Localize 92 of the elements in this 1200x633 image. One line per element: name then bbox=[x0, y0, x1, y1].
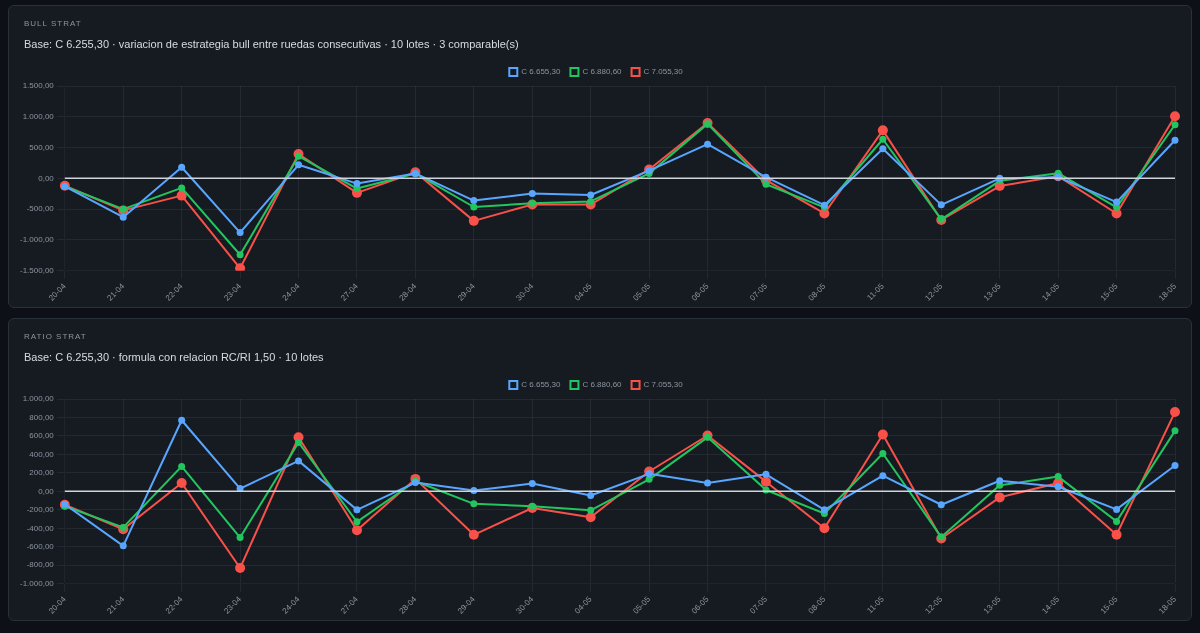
y-tick-label: 0,00 bbox=[38, 173, 55, 183]
y-tick-label: -600,00 bbox=[26, 542, 55, 551]
y-tick-label: -1.000,00 bbox=[19, 578, 55, 588]
y-tick-label: -400,00 bbox=[26, 523, 55, 533]
y-tick-label: 1.500,00 bbox=[22, 81, 55, 91]
point bbox=[645, 470, 653, 478]
y-tick-label: 800,00 bbox=[29, 412, 55, 422]
chart-subtitle: Base: C 6.255,30 · formula con relacion RC/RI 1,50 · 10 lotes bbox=[24, 351, 324, 363]
point bbox=[470, 203, 478, 211]
point bbox=[119, 213, 127, 221]
point bbox=[468, 215, 479, 226]
point bbox=[645, 475, 653, 483]
y-tick-label: 500,00 bbox=[29, 142, 55, 152]
y-tick-label: -1.000,00 bbox=[19, 235, 55, 245]
point bbox=[994, 492, 1005, 503]
point bbox=[762, 470, 770, 478]
point bbox=[1054, 483, 1062, 491]
point bbox=[587, 197, 595, 205]
point bbox=[1171, 136, 1179, 144]
chart-title: RATIO STRAT bbox=[24, 332, 87, 341]
point bbox=[178, 462, 186, 470]
point bbox=[178, 163, 186, 171]
point bbox=[236, 534, 244, 542]
y-tick-label: 600,00 bbox=[29, 431, 55, 441]
point bbox=[587, 191, 595, 199]
point bbox=[528, 480, 536, 488]
point bbox=[235, 263, 246, 271]
point bbox=[704, 140, 712, 148]
point bbox=[295, 161, 303, 169]
point bbox=[119, 523, 127, 531]
legend-label: C 6.880,60 bbox=[582, 380, 623, 390]
point bbox=[235, 563, 246, 574]
y-tick-label: -200,00 bbox=[26, 505, 55, 515]
point bbox=[1054, 473, 1062, 481]
legend-label: C 6.655,30 bbox=[521, 380, 561, 390]
legend-label: C 6.655,30 bbox=[521, 67, 561, 77]
point bbox=[353, 518, 361, 526]
point bbox=[587, 492, 595, 500]
chart-subtitle: Base: C 6.255,30 · variacion de estrategia bull entre ruedas consecutivas · 10 lotes · 3 comparable(s) bbox=[24, 38, 519, 50]
point bbox=[1170, 406, 1180, 417]
point bbox=[1171, 427, 1179, 435]
y-tick-label: 0,00 bbox=[38, 486, 55, 496]
point bbox=[937, 201, 945, 209]
point bbox=[351, 525, 362, 536]
y-tick-label: 1.000,00 bbox=[22, 394, 55, 404]
point bbox=[528, 189, 536, 197]
point bbox=[937, 501, 945, 509]
point bbox=[1113, 517, 1121, 525]
point bbox=[470, 500, 478, 508]
point bbox=[760, 476, 771, 487]
point bbox=[879, 472, 887, 480]
point bbox=[585, 512, 596, 523]
point bbox=[295, 438, 303, 446]
point bbox=[1113, 198, 1121, 206]
point bbox=[704, 479, 712, 487]
y-tick-label: -1.500,00 bbox=[19, 265, 55, 275]
point bbox=[236, 251, 244, 259]
point bbox=[879, 135, 887, 143]
point bbox=[468, 529, 479, 540]
point bbox=[819, 523, 830, 534]
y-tick-label: -800,00 bbox=[26, 560, 55, 570]
point bbox=[1170, 111, 1180, 122]
point bbox=[1111, 529, 1122, 540]
y-tick-label: 400,00 bbox=[29, 449, 55, 459]
point bbox=[353, 180, 361, 188]
chart-title: BULL STRAT bbox=[24, 19, 82, 28]
point bbox=[353, 506, 361, 514]
point bbox=[879, 145, 887, 153]
point bbox=[820, 506, 828, 514]
point bbox=[176, 190, 187, 201]
point bbox=[1171, 121, 1179, 129]
point bbox=[877, 125, 888, 136]
point bbox=[762, 180, 770, 188]
point bbox=[295, 457, 303, 465]
y-tick-label: 1.000,00 bbox=[22, 111, 55, 121]
point bbox=[879, 450, 887, 457]
point bbox=[877, 429, 888, 440]
point bbox=[470, 197, 478, 205]
point bbox=[236, 229, 244, 237]
point bbox=[178, 184, 186, 192]
legend-label: C 7.055,30 bbox=[643, 380, 684, 390]
y-tick-label: 200,00 bbox=[29, 468, 55, 478]
point bbox=[587, 506, 595, 514]
point bbox=[996, 477, 1004, 485]
point bbox=[119, 542, 127, 550]
y-tick-label: -500,00 bbox=[26, 204, 55, 214]
point bbox=[1113, 505, 1121, 513]
legend-label: C 7.055,30 bbox=[643, 67, 684, 77]
point bbox=[176, 478, 187, 489]
point bbox=[178, 416, 186, 424]
legend-label: C 6.880,60 bbox=[582, 67, 623, 77]
point bbox=[1171, 462, 1179, 470]
